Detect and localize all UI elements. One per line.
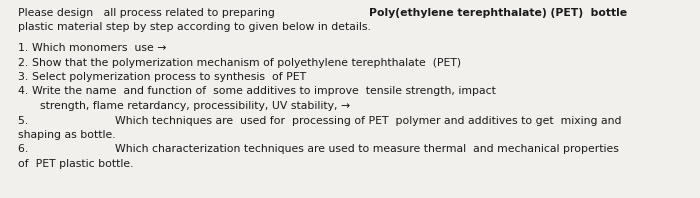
Text: 4.: 4. [18,87,35,96]
Text: Show that the polymerization mechanism of polyethylene terephthalate  (PET): Show that the polymerization mechanism o… [32,57,461,68]
Text: 3.: 3. [18,72,35,82]
Text: strength, flame retardancy, processibility, UV stability, →: strength, flame retardancy, processibili… [40,101,350,111]
Text: Which techniques are  used for  processing of PET  polymer and additives to get : Which techniques are used for processing… [116,115,622,126]
Text: Poly(ethylene terephthalate) (PET)  bottle: Poly(ethylene terephthalate) (PET) bottl… [369,8,627,18]
Text: Please design   all process related to preparing: Please design all process related to pre… [18,8,286,18]
Text: Write the name  and function of  some additives to improve  tensile strength, im: Write the name and function of some addi… [32,87,496,96]
Text: Select polymerization process to synthesis  of PET: Select polymerization process to synthes… [32,72,306,82]
Text: of  PET plastic bottle.: of PET plastic bottle. [18,159,134,169]
Text: Which characterization techniques are used to measure thermal  and mechanical pr: Which characterization techniques are us… [116,145,619,154]
Text: 1.: 1. [18,43,35,53]
Text: 6.: 6. [18,145,32,154]
Text: 5.: 5. [18,115,32,126]
Text: plastic material step by step according to given below in details.: plastic material step by step according … [18,23,371,32]
Text: shaping as bottle.: shaping as bottle. [18,130,116,140]
Text: Which monomers  use →: Which monomers use → [32,43,167,53]
Text: 2.: 2. [18,57,35,68]
